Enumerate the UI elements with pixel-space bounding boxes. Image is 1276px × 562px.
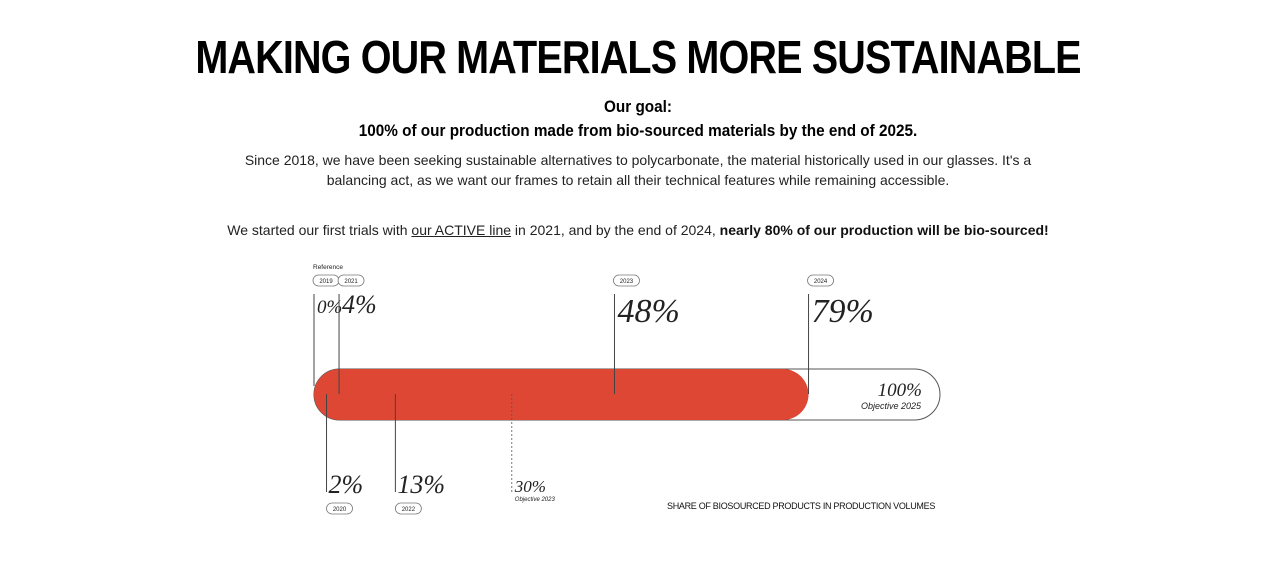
trials-middle: in 2021, and by the end of 2024, <box>511 222 720 238</box>
point-2020-pill <box>326 502 353 515</box>
objective-100-note: Objective 2025 <box>861 401 922 411</box>
point-2020-year: 2020 <box>333 507 347 513</box>
trials-highlight: nearly 80% of our production will be bio… <box>719 222 1049 238</box>
point-2023-label: 48% <box>617 293 679 330</box>
goal-text: 100% of our production made from bio-sou… <box>358 121 918 140</box>
point-2023-pill <box>613 274 640 287</box>
reference-label: Reference <box>313 264 343 271</box>
point-2023-year: 2023 <box>620 279 634 285</box>
point-2021-label: 4% <box>342 290 377 319</box>
point-2019-label: 0% <box>317 297 342 318</box>
point-2021-pill <box>337 274 365 287</box>
page-title: MAKING OUR MATERIALS MORE SUSTAINABLE <box>195 31 1081 83</box>
trials-sentence: We started our first trials with our ACT… <box>0 222 1276 238</box>
sustainability-progress-chart: Reference 2019 0% 2020 2% 2021 4% 2022 13% 2023 48… <box>312 264 941 515</box>
point-2022-year: 2022 <box>402 507 416 513</box>
point-2022-pill <box>394 502 422 515</box>
chart-caption: SHARE OF BIOSOURCED PRODUCTS IN PRODUCTI… <box>667 501 935 511</box>
point-2024-label: 79% <box>812 293 874 330</box>
objective-100-label: 100% <box>878 380 922 401</box>
intro-paragraph: Since 2018, we have been seeking sustain… <box>244 152 1032 188</box>
objective-30-note: Objective 2023 <box>515 497 556 503</box>
goal-label: Our goal: <box>603 97 673 116</box>
trials-prefix: We started our first trials with <box>227 222 412 238</box>
point-2020-label: 2% <box>329 470 364 499</box>
active-line-link[interactable]: our ACTIVE line <box>411 222 512 238</box>
point-2024-year: 2024 <box>814 279 828 285</box>
point-2019-year: 2019 <box>319 279 333 285</box>
point-2021-year: 2021 <box>344 279 358 285</box>
objective-30-label: 30% <box>514 477 546 496</box>
point-2022-label: 13% <box>397 470 445 499</box>
progress-fill <box>314 369 809 420</box>
point-2024-pill <box>807 274 834 287</box>
